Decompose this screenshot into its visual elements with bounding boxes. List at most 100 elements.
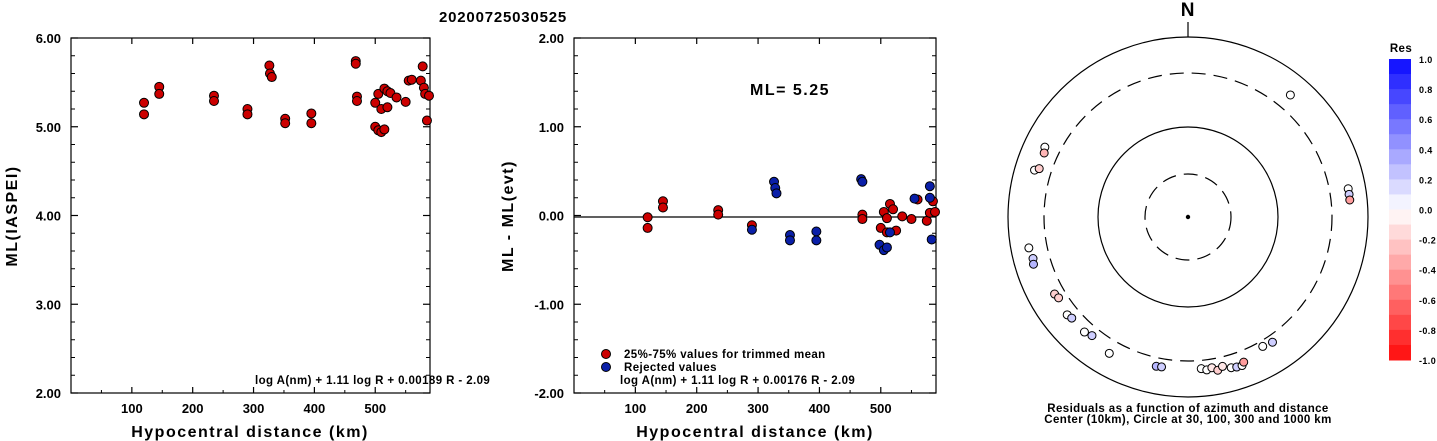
legend-rejected-label: Rejected values [624,362,717,374]
colorbar-cell [1389,254,1411,271]
rejected-point [784,235,795,246]
station-point [1157,362,1167,372]
colorbar-label: 0.8 [1419,85,1433,95]
colorbar-cell [1389,89,1411,105]
x-tick-label: 300 [243,401,265,416]
legend-accepted-label: 25%-75% values for trimmed mean [624,349,826,361]
accepted-point [266,72,277,83]
x-tick-label: 200 [182,401,204,416]
station-point [1079,327,1089,337]
accepted-point [280,118,291,129]
rejected-point [909,193,920,204]
x-axis-label: Hypocentral distance (km) [131,424,369,441]
magnitude-vs-distance-panel: 100 200 300 400 500 2.00 3.00 4.00 5.00 6.00 Hypo… [4,31,490,441]
data-points [139,56,434,138]
data-points [1024,90,1355,375]
residual-colorbar: Res 1.0 0.8 0.6 0.4 0.2 0.0 -0.2 -0.4 -0.6 -0.8 -1… [1389,43,1436,366]
axis-ticks: 100 200 300 400 500 -2.00 -1.00 0.00 1.00 2.00 [534,31,936,416]
ml-annotation: ML= 5.25 [750,82,830,99]
ring-300km [1043,72,1333,362]
rejected-point [811,226,822,237]
x-tick-label: 300 [747,401,769,416]
colorbar-cell [1389,164,1411,180]
y-tick-label: -1.00 [534,297,564,312]
formula-text: log A(nm) + 1.11 log R + 0.00176 R - 2.0… [620,375,855,387]
station-point [1267,337,1277,347]
caption-line-2: Center (10km), Circle at 30, 100, 300 an… [1044,414,1331,426]
station-point [1258,341,1268,351]
rejected-point [924,192,935,203]
accepted-point [417,61,428,72]
station-point [1239,357,1249,367]
accepted-point [139,109,150,120]
colorbar-cell [1389,284,1411,301]
station-point [1039,148,1049,158]
x-tick-label: 100 [121,401,143,416]
x-tick-label: 500 [364,401,386,416]
accepted-point [657,202,668,213]
colorbar-label: -0.6 [1419,296,1436,306]
rejected-point [771,188,782,199]
accepted-point [379,124,390,135]
accepted-point [857,214,868,225]
colorbar-label: -1.0 [1419,356,1436,366]
ring-30km [1144,173,1232,261]
y-tick-label: 1.00 [539,120,564,135]
accepted-point [642,212,653,223]
colorbar-cell [1389,104,1411,120]
y-tick-label: 2.00 [36,386,61,401]
accepted-point [306,108,317,119]
x-axis-label: Hypocentral distance (km) [636,424,874,441]
accepted-point [391,92,402,103]
accepted-point [421,115,432,126]
rejected-point [746,224,757,235]
accepted-point [713,209,724,220]
station-point [1345,195,1355,205]
colorbar-label: 0.0 [1419,206,1433,216]
colorbar-label: -0.2 [1419,236,1436,246]
colorbar-cell [1389,269,1411,286]
station-point [1067,313,1077,323]
rejected-point [857,176,868,187]
accepted-point [881,213,892,224]
y-axis-label: ML - ML(evt) [500,160,517,272]
accepted-point [154,88,165,99]
colorbar-cell [1389,239,1411,256]
x-tick-label: 500 [870,401,892,416]
x-tick-label: 200 [686,401,708,416]
azimuth-residual-panel: N Residuals as a function of azimuth and… [1007,0,1369,426]
station-point [1024,243,1034,253]
colorbar-label: 0.2 [1419,175,1433,185]
colorbar-cell [1389,299,1411,316]
legend-accepted-marker [601,349,611,359]
rejected-point [924,181,935,192]
accepted-point [906,214,917,225]
residual-vs-distance-panel: 100 200 300 400 500 -2.00 -1.00 0.00 1.00 2.00 ML… [500,31,940,441]
colorbar-label: 1.0 [1419,55,1433,65]
station-point [1217,361,1227,371]
station-point [1087,331,1097,341]
colorbar-cell [1389,119,1411,135]
station-point [1054,293,1064,303]
colorbar-cell [1389,194,1411,210]
ring-100km [1097,126,1279,308]
colorbar-label: -0.8 [1419,326,1436,336]
accepted-point [406,74,417,85]
accepted-point [370,97,381,108]
axis-ticks: 100 200 300 400 500 2.00 3.00 4.00 5.00 6.00 [36,31,430,416]
y-tick-label: 5.00 [36,120,61,135]
center-marker [1185,214,1191,220]
rejected-point [811,235,822,246]
y-axis-label: ML(IASPEI) [4,165,21,266]
accepted-point [242,109,253,120]
colorbar-label: -0.4 [1419,266,1436,276]
colorbar-cell [1389,134,1411,150]
y-tick-label: 3.00 [36,297,61,312]
station-point [1104,348,1114,358]
accepted-point [400,96,411,107]
y-tick-label: 6.00 [36,31,61,46]
y-tick-label: 0.00 [539,209,564,224]
accepted-point [351,96,362,107]
station-point [1285,90,1295,100]
